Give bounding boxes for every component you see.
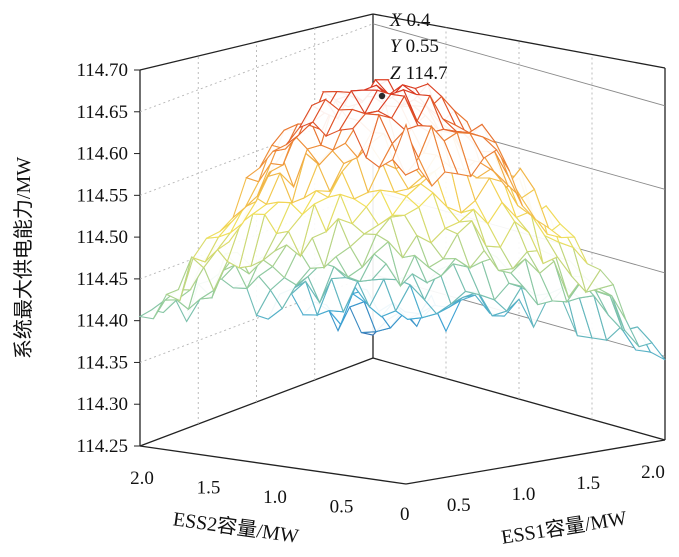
z-tick-label: 114.70 <box>76 60 128 81</box>
z-gridline-left <box>139 106 374 196</box>
y-axis-line <box>139 445 407 485</box>
y-tick-label: 0.5 <box>330 497 354 518</box>
z-gridline-left <box>139 274 374 363</box>
x-tick-label: 0.5 <box>447 495 471 516</box>
z-tick-label: 114.65 <box>76 102 128 123</box>
x-tick-label: 1.5 <box>576 473 600 494</box>
x-axis-label: ESS1容量/MW <box>500 506 629 549</box>
z-tick-label: 114.40 <box>76 311 128 332</box>
datatip-z: Z 114.7 <box>390 63 448 84</box>
z-tick-label: 114.55 <box>76 185 128 206</box>
z-tick-label: 114.25 <box>76 436 128 457</box>
z-axis-label: 系统最大供电能力/MW <box>12 157 35 359</box>
datatip-y: Y 0.55 <box>390 36 439 57</box>
y-tick-label: 1.0 <box>263 487 287 508</box>
x-tick-labels: 0.5 1.0 1.5 2.0 <box>447 462 665 516</box>
surface-cell <box>392 122 420 176</box>
back-right-top-edge <box>372 13 666 69</box>
y-tick-label: 1.5 <box>197 478 221 499</box>
datatip: X 0.4 Y 0.55 Z 114.7 <box>378 10 448 100</box>
datatip-x: X 0.4 <box>389 10 431 31</box>
back-left-top-edge <box>139 13 374 71</box>
z-tick-label: 114.45 <box>76 269 128 290</box>
y-axis-label: ESS2容量/MW <box>172 507 301 547</box>
z-tick-label: 114.50 <box>76 227 128 248</box>
x-tick-label: 2.0 <box>641 462 665 483</box>
y-tick-label: 2.0 <box>130 468 154 489</box>
y-tick-labels: 2.0 1.5 1.0 0.5 <box>130 468 353 518</box>
x-axis-line <box>405 439 666 485</box>
z-tick-label: 114.30 <box>76 394 128 415</box>
z-gridline-left <box>139 190 374 280</box>
datatip-marker <box>378 92 386 100</box>
x-tick-label: 1.0 <box>512 484 536 505</box>
z-tick-labels: 114.70 114.65 114.60 114.55 114.50 114.45 114.… <box>76 60 140 457</box>
origin-tick-label: 0 <box>400 504 410 525</box>
z-tick-label: 114.35 <box>76 352 128 373</box>
z-tick-label: 114.60 <box>76 144 128 165</box>
z-gridline-left <box>139 23 374 113</box>
surface-mesh <box>138 78 666 361</box>
z-gridline-right <box>372 23 666 107</box>
